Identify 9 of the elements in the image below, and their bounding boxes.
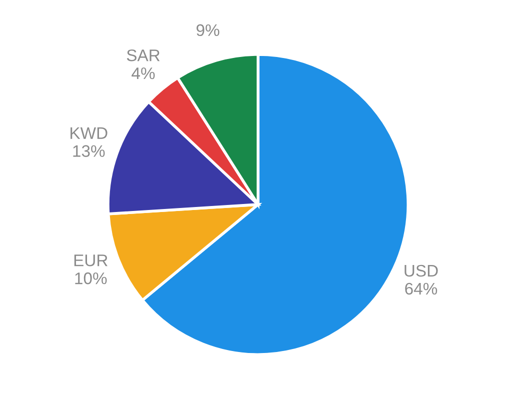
slice-label: SAR [126,49,160,62]
data-label: 64% [405,282,438,295]
data-label: 10% [75,272,107,284]
slice-label: KWD [70,127,108,139]
data-label: 13% [73,145,105,157]
data-label: 9% [196,24,220,36]
slice-label: USD [404,264,438,277]
data-label: 4% [132,67,155,80]
slice-label: EUR [74,254,108,266]
